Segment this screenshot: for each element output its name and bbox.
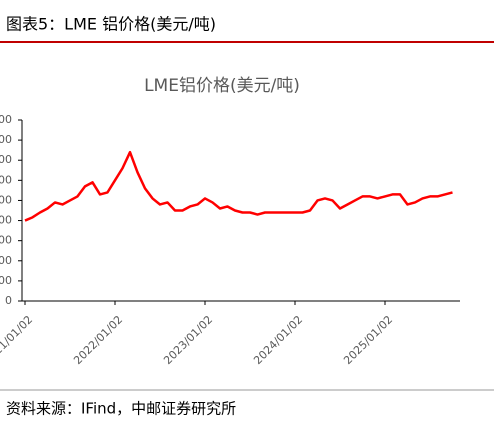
y-tick-label: 1000 [0,254,12,267]
y-tick-label: 1500 [0,234,12,247]
y-tick-label: 4500 [0,113,12,126]
source-note: 资料来源：IFind，中邮证券研究所 [6,400,236,418]
y-tick-label: 2500 [0,193,12,206]
series-line [24,150,453,222]
figure-title: 图表5：LME 铝价格(美元/吨) [6,15,216,34]
y-tick-label: 0 [5,294,12,307]
x-tick-label: 2023/01/02 [161,313,215,367]
x-tick-label: 2025/01/02 [341,313,395,367]
chart-title: LME铝价格(美元/吨) [144,76,300,96]
y-tick-label: 3500 [0,153,12,166]
x-tick-label: 2022/01/02 [71,313,125,367]
y-tick-label: 4000 [0,133,12,146]
y-tick-label: 2000 [0,214,12,227]
y-tick-label: 3000 [0,173,12,186]
y-tick-label: 500 [0,274,12,287]
x-tick-label: 2021/01/02 [0,313,35,367]
x-tick-label: 2024/01/02 [251,313,305,367]
